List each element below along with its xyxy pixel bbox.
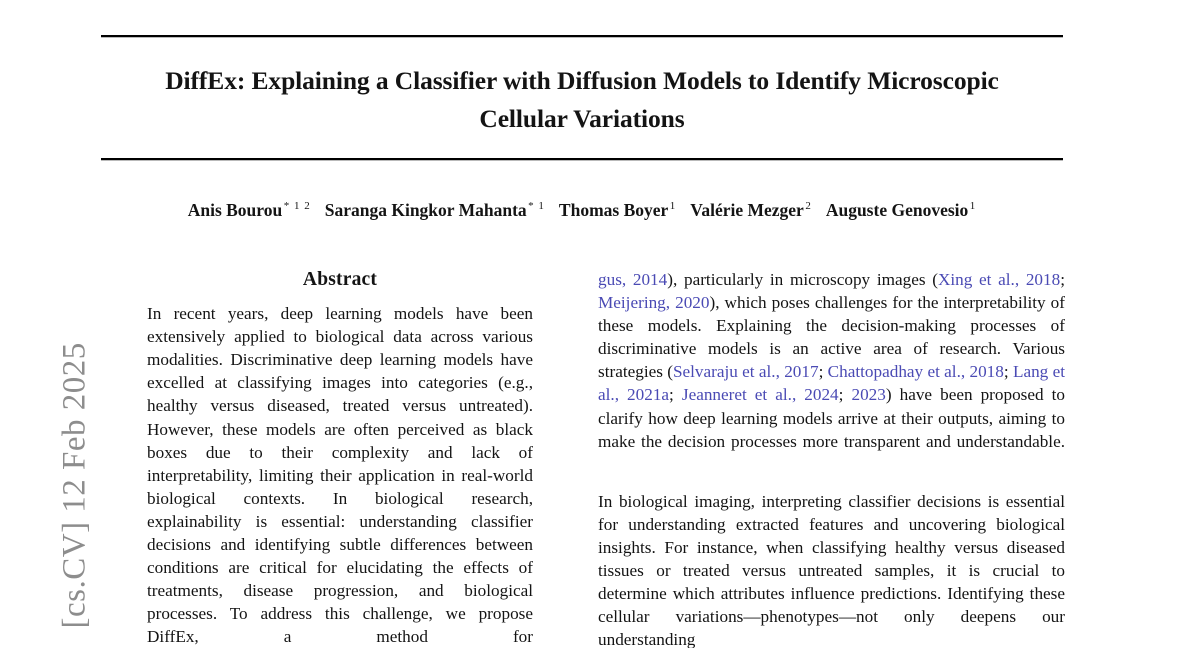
citation-link[interactable]: 2023 bbox=[851, 385, 886, 405]
author-affiliation-marks: * 1 bbox=[528, 200, 545, 213]
title-line-2: Cellular Variations bbox=[479, 104, 685, 133]
body-text: ; bbox=[1003, 362, 1013, 382]
intro-paragraph-2: In biological imaging, interpreting clas… bbox=[598, 491, 1065, 648]
author-affiliation-marks: 1 bbox=[669, 200, 677, 213]
arxiv-stamp: [cs.CV] 12 Feb 2025 bbox=[0, 0, 93, 648]
author-name: Saranga Kingkor Mahanta bbox=[324, 200, 527, 220]
author-name: Auguste Genovesio bbox=[825, 200, 969, 220]
author-2: Saranga Kingkor Mahanta * 1 bbox=[325, 200, 545, 220]
abstract-heading: Abstract bbox=[302, 269, 378, 290]
arxiv-stamp-text: [cs.CV] 12 Feb 2025 bbox=[56, 342, 93, 629]
citation-link[interactable]: Selvaraju et al., 2017 bbox=[672, 362, 819, 382]
author-4: Valérie Mezger 2 bbox=[690, 200, 812, 220]
body-text: ), which poses challenges for the interp… bbox=[598, 293, 1065, 382]
title-line-1: DiffEx: Explaining a Classifier with Dif… bbox=[165, 66, 999, 95]
body-text: ; bbox=[818, 362, 828, 382]
author-affiliation-marks: * 1 2 bbox=[283, 200, 311, 213]
author-1: Anis Bourou * 1 2 bbox=[188, 200, 311, 220]
citation-link[interactable]: Jeanneret et al., 2024 bbox=[681, 385, 839, 405]
author-name: Anis Bourou bbox=[187, 200, 283, 220]
author-affiliation-marks: 2 bbox=[805, 200, 812, 213]
abstract-column: Abstract In recent years, deep learning … bbox=[147, 268, 533, 648]
author-5: Auguste Genovesio 1 bbox=[826, 200, 976, 220]
intro-paragraph-1: gus, 2014), particularly in microscopy i… bbox=[598, 268, 1065, 476]
header-rule-top bbox=[101, 35, 1063, 38]
author-3: Thomas Boyer 1 bbox=[559, 200, 676, 220]
intro-column: gus, 2014), particularly in microscopy i… bbox=[598, 268, 1065, 648]
body-text: ), particularly in microscopy images ( bbox=[667, 270, 938, 289]
citation-link[interactable]: gus, 2014 bbox=[598, 270, 668, 289]
body-text: ) have been proposed to clarify how deep… bbox=[598, 385, 1065, 451]
header-rule-bottom bbox=[101, 158, 1063, 161]
citation-link[interactable]: Lang et al., 2021a bbox=[598, 362, 1065, 405]
body-text: ; bbox=[838, 385, 852, 405]
body-text: ; bbox=[1060, 270, 1065, 289]
author-name: Thomas Boyer bbox=[558, 200, 669, 220]
citation-link[interactable]: Xing et al., 2018 bbox=[937, 270, 1061, 289]
citation-link[interactable]: Meijering, 2020 bbox=[598, 293, 710, 313]
body-text: ; bbox=[669, 385, 682, 405]
page-title: DiffEx: Explaining a Classifier with Dif… bbox=[101, 62, 1063, 138]
abstract-body: In recent years, deep learning models ha… bbox=[147, 304, 533, 647]
author-name: Valérie Mezger bbox=[690, 200, 804, 220]
author-affiliation-marks: 1 bbox=[969, 200, 977, 213]
citation-link[interactable]: Chattopadhay et al., 2018 bbox=[827, 362, 1004, 382]
author-list: Anis Bourou * 1 2 Saranga Kingkor Mahanta *… bbox=[101, 200, 1063, 221]
